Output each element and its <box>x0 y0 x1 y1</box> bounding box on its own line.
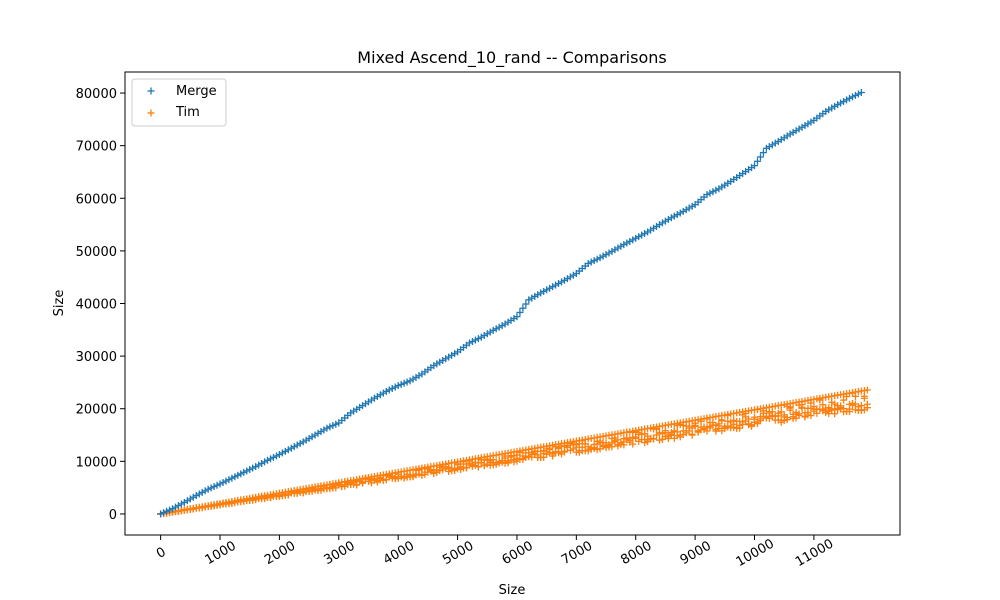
tim-point <box>863 400 871 408</box>
merge-point <box>519 304 527 312</box>
tim-point <box>831 410 839 418</box>
legend-box <box>131 78 227 127</box>
tim-point <box>783 416 791 424</box>
y-tick-label: 50000 <box>76 245 117 260</box>
tim-point <box>840 396 848 404</box>
legend: Merge Tim <box>131 78 227 127</box>
plot-area <box>124 71 901 536</box>
legend-marker-tim <box>147 109 155 117</box>
merge-point <box>759 149 767 157</box>
legend-label-tim: Tim <box>175 105 200 120</box>
merge-point <box>522 300 530 308</box>
tim-point <box>650 435 658 443</box>
tim-point <box>863 386 871 394</box>
y-axis: 0 10000 20000 30000 40000 50000 60000 70000 8000… <box>76 87 125 523</box>
tim-point <box>807 412 815 420</box>
tim-point <box>629 440 637 448</box>
merge-point <box>751 162 759 170</box>
y-tick-label: 0 <box>109 508 117 523</box>
merge-series <box>157 89 865 518</box>
tim-point <box>736 424 744 432</box>
x-axis-label: Size <box>499 583 526 598</box>
tim-point <box>756 417 764 425</box>
y-tick-label: 70000 <box>76 140 117 155</box>
tim-point <box>798 403 806 411</box>
y-tick-label: 30000 <box>76 350 117 365</box>
tim-point <box>688 431 696 439</box>
merge-point <box>753 157 761 165</box>
y-axis-label: Size <box>52 290 67 317</box>
tim-point <box>608 443 616 451</box>
tim-point <box>846 408 854 416</box>
plot-background <box>125 72 900 535</box>
legend-label-merge: Merge <box>176 84 217 99</box>
tim-series <box>157 386 871 518</box>
merge-point <box>516 308 524 316</box>
legend-marker-merge <box>147 87 155 95</box>
merge-point <box>857 89 865 97</box>
y-tick-label: 80000 <box>76 87 117 102</box>
tim-point <box>528 453 536 461</box>
y-tick-label: 10000 <box>76 455 117 470</box>
y-tick-label: 20000 <box>76 403 117 418</box>
chart-title: Mixed Ascend_10_rand -- Comparisons <box>357 48 666 68</box>
tim-point <box>795 411 803 419</box>
y-tick-label: 40000 <box>76 298 117 313</box>
tim-point <box>745 415 753 423</box>
merge-point <box>756 153 764 161</box>
tim-point <box>474 463 482 471</box>
y-tick-label: 60000 <box>76 192 117 207</box>
merge-point <box>513 313 521 321</box>
